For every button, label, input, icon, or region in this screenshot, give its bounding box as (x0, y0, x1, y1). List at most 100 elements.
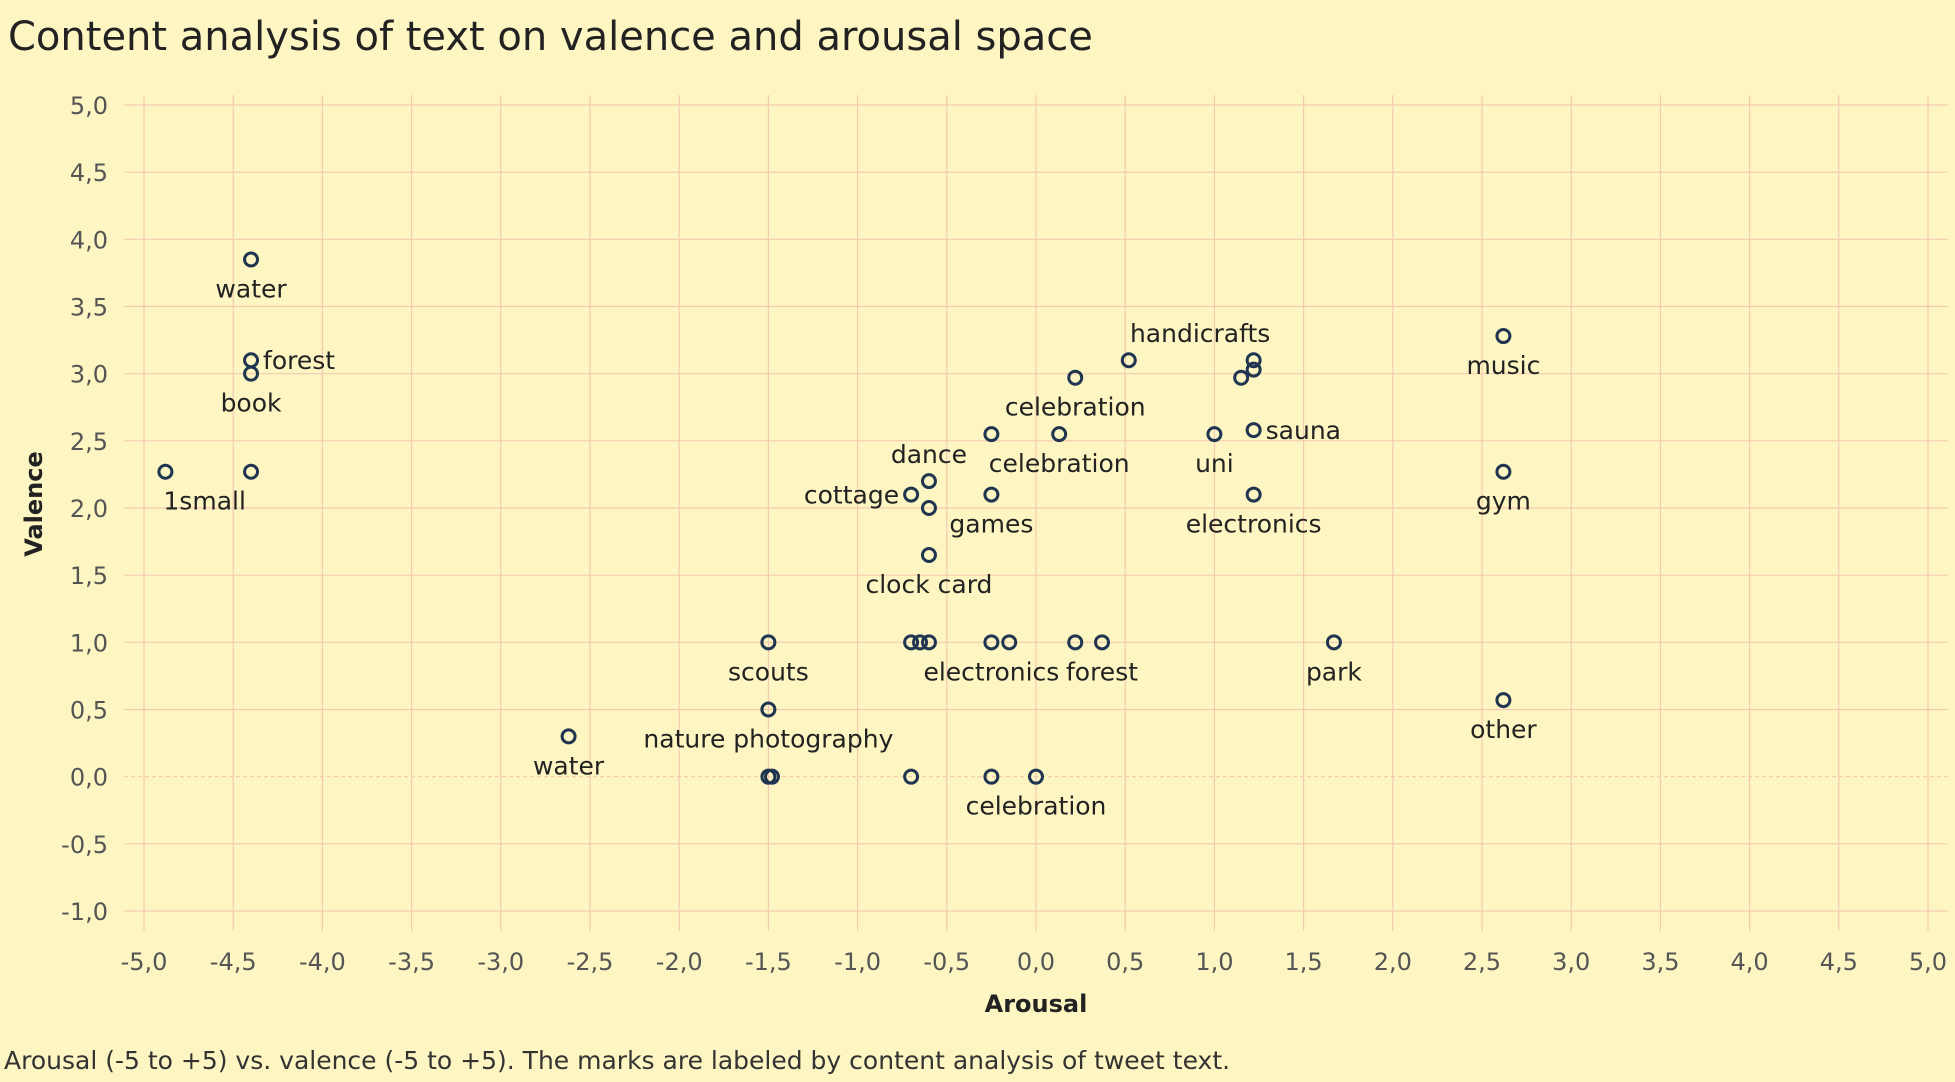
point-label: music (1466, 351, 1540, 380)
y-tick-label: 4,0 (70, 226, 108, 254)
data-point (760, 634, 777, 651)
data-points (157, 251, 1512, 785)
point-label: sauna (1266, 416, 1341, 445)
data-point (1245, 486, 1262, 503)
x-tick-label: -0,5 (923, 948, 970, 976)
point-label: park (1306, 657, 1362, 686)
data-point (1245, 352, 1262, 369)
point-label: games (949, 510, 1033, 539)
data-point (1028, 768, 1044, 785)
x-tick-label: -2,5 (567, 948, 614, 976)
data-point (1495, 328, 1512, 345)
point-label: electronics (923, 657, 1059, 686)
data-point (1206, 426, 1223, 443)
point-label: forest (1066, 657, 1138, 686)
y-tick-label: -0,5 (61, 831, 108, 859)
data-point (1067, 369, 1084, 386)
data-point (903, 768, 920, 785)
x-tick-label: 4,5 (1820, 948, 1858, 976)
data-point (920, 500, 937, 516)
point-label: cottage (804, 481, 899, 510)
point-label: nature photography (643, 725, 893, 754)
x-tick-label: -2,0 (656, 948, 703, 976)
data-point (243, 352, 260, 369)
data-point (1051, 426, 1068, 443)
data-point (243, 251, 260, 268)
axis-ticks: -5,0 -4,5 -4,0 -3,5 -3,0 -2,5 -2,0 -1,5 -1,0 -0,5… (61, 92, 1947, 976)
data-point (1094, 634, 1111, 651)
data-point (903, 486, 920, 503)
x-tick-label: -1,5 (745, 948, 792, 976)
x-tick-label: 2,0 (1374, 948, 1412, 976)
data-point (1001, 634, 1018, 651)
point-label: uni (1195, 449, 1234, 478)
x-tick-label: -1,0 (834, 948, 881, 976)
x-tick-label: 1,0 (1195, 948, 1233, 976)
y-tick-label: 1,0 (70, 629, 108, 657)
data-point (983, 486, 1000, 503)
x-tick-label: -3,5 (388, 948, 435, 976)
data-point (1245, 422, 1262, 439)
data-point (1495, 692, 1512, 709)
point-label: water (533, 751, 605, 780)
y-tick-label: 5,0 (70, 92, 108, 120)
x-tick-label: 4,0 (1731, 948, 1769, 976)
point-label: clock card (865, 570, 992, 599)
data-point (1245, 361, 1262, 378)
x-tick-label: 0,5 (1106, 948, 1144, 976)
x-axis-title: Arousal (985, 990, 1088, 1018)
data-point (983, 426, 1000, 443)
y-tick-label: 2,0 (70, 495, 108, 523)
data-point (157, 463, 174, 480)
point-labels: water forest book 1small water scouts nature p… (163, 274, 1540, 820)
data-point (1495, 463, 1512, 480)
point-label: forest (263, 346, 335, 375)
x-tick-label: 5,0 (1909, 948, 1947, 976)
x-tick-label: 3,0 (1552, 948, 1590, 976)
x-tick-label: -3,0 (477, 948, 524, 976)
x-tick-label: -5,0 (121, 948, 168, 976)
data-point (1067, 634, 1084, 651)
point-label: book (221, 389, 282, 418)
data-point (760, 701, 777, 718)
data-point (560, 728, 577, 745)
data-point (920, 547, 937, 564)
data-point (983, 634, 1000, 651)
x-tick-label: -4,5 (210, 948, 257, 976)
data-point (912, 634, 929, 651)
x-tick-label: 0,0 (1017, 948, 1055, 976)
y-axis-title: Valence (20, 451, 48, 557)
point-label: other (1470, 715, 1537, 744)
x-tick-label: 1,5 (1285, 948, 1323, 976)
data-point (1233, 369, 1250, 386)
data-point (983, 768, 1000, 785)
point-label: celebration (989, 449, 1130, 478)
y-tick-label: -1,0 (61, 898, 108, 926)
grid-lines (124, 95, 1948, 931)
point-label: gym (1476, 487, 1531, 516)
point-label: 1small (163, 487, 246, 516)
x-tick-label: -4,0 (299, 948, 346, 976)
point-label: dance (891, 440, 967, 469)
y-tick-label: 3,0 (70, 361, 108, 389)
x-tick-label: 3,5 (1641, 948, 1679, 976)
chart-caption: Arousal (-5 to +5) vs. valence (-5 to +5… (4, 1046, 1231, 1075)
point-label: handicrafts (1130, 319, 1270, 348)
chart-title: Content analysis of text on valence and … (8, 14, 1093, 60)
point-label: water (215, 274, 287, 303)
data-point (1120, 352, 1137, 369)
data-point (1325, 634, 1342, 651)
data-point (763, 768, 780, 785)
y-tick-label: 2,5 (70, 428, 108, 456)
x-tick-label: 2,5 (1463, 948, 1501, 976)
point-label: celebration (966, 792, 1107, 821)
y-tick-label: 1,5 (70, 562, 108, 590)
data-point (920, 634, 937, 651)
data-point (920, 473, 937, 490)
point-label: electronics (1186, 510, 1322, 539)
data-point (903, 634, 920, 651)
data-point (243, 463, 260, 480)
y-tick-label: 4,5 (70, 159, 108, 187)
point-label: scouts (728, 657, 809, 686)
